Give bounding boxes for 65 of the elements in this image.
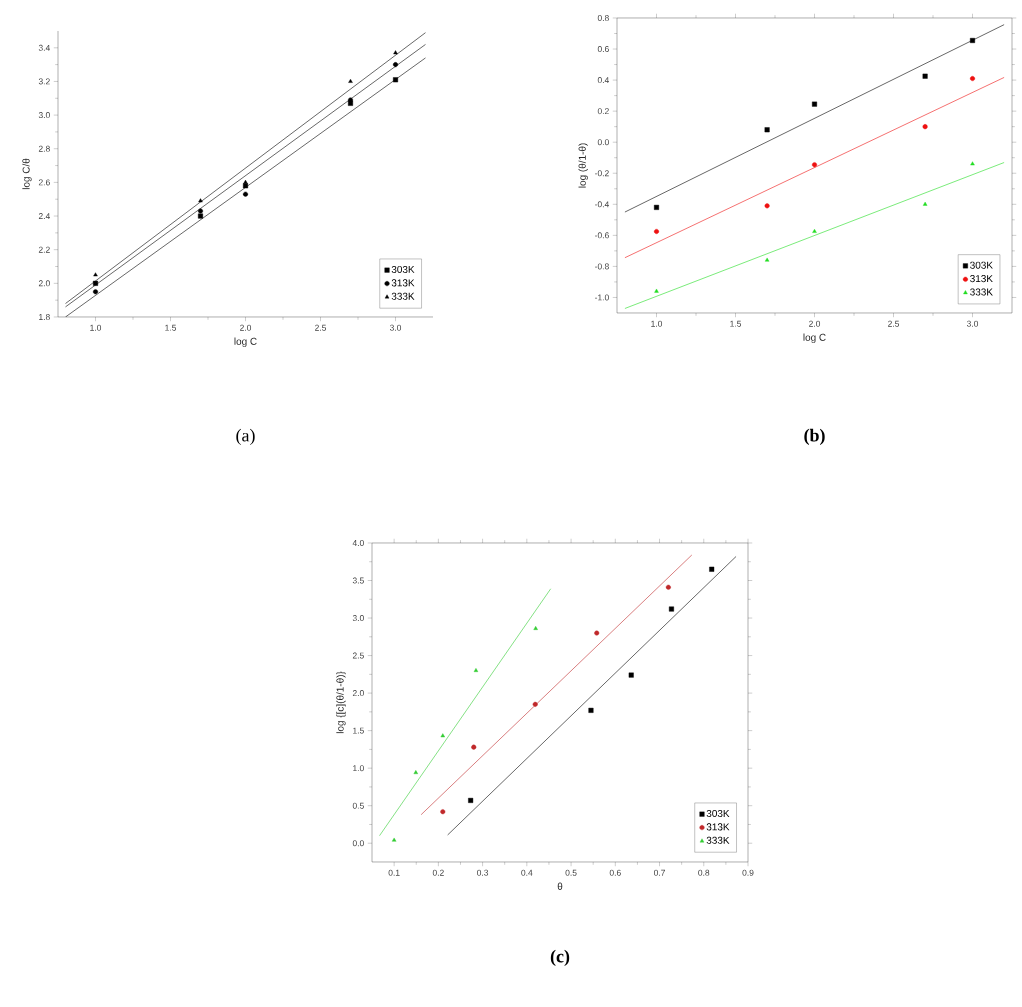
x-tick-label: 0.6 <box>609 869 621 876</box>
x-tick-label: 1.5 <box>165 324 177 331</box>
x-tick-label: 0.5 <box>565 869 577 876</box>
y-tick-label: 1.8 <box>39 313 50 320</box>
text: (a) <box>236 428 255 446</box>
y-tick-label: 0.5 <box>352 802 364 809</box>
y-tick-label: 2.6 <box>38 179 50 186</box>
y-tick-label: 3.0 <box>38 112 50 119</box>
y-tick-label: 0.0 <box>597 139 609 146</box>
y-tick-label: 4.0 <box>352 539 364 546</box>
y-tick-label: 3.5 <box>352 577 364 584</box>
y-tick-label: -0.4 <box>595 201 609 208</box>
y-tick-label: 2.8 <box>38 145 50 152</box>
y-tick-label: 1.0 <box>353 765 364 772</box>
x-tick-label: 3.0 <box>966 320 979 327</box>
y-tick-label: 2.0 <box>38 280 50 287</box>
x-tick-label: 3.0 <box>389 324 402 331</box>
legend-label: 303K <box>706 809 730 817</box>
x-tick-label: 1.0 <box>90 324 102 331</box>
y-tick-label: -1.0 <box>595 294 609 301</box>
x-axis-title: log C <box>803 333 826 343</box>
legend-label: 303K <box>970 261 993 269</box>
y-tick-label: 3.2 <box>38 78 50 85</box>
x-tick-label: 1.0 <box>651 320 663 327</box>
x-tick-label: 2.5 <box>888 320 900 327</box>
legend-label: 313K <box>391 279 415 287</box>
y-tick-label: 0.6 <box>597 46 609 53</box>
y-tick-label: 2.2 <box>38 246 50 253</box>
legend-label: 303K <box>391 265 415 273</box>
legend-label: 313K <box>970 275 993 283</box>
legend-label: 333K <box>706 836 730 844</box>
y-tick-label: 2.5 <box>352 652 364 659</box>
y-axis-title: log (θ/1-θ) <box>578 143 588 188</box>
y-tick-label: -0.8 <box>595 263 609 270</box>
y-tick-label: 2.4 <box>38 213 50 219</box>
x-tick-label: 0.8 <box>698 869 710 876</box>
x-tick-label: 0.1 <box>388 869 400 876</box>
x-tick-label: 2.5 <box>315 324 327 331</box>
y-tick-label: -0.6 <box>595 232 609 239</box>
y-tick-label: 0.8 <box>597 14 609 21</box>
x-axis-title: log C <box>234 337 257 347</box>
y-tick-label: 3.0 <box>352 615 364 622</box>
y-axis-title: log {[c](θ/1-θ)} <box>336 671 346 734</box>
x-tick-label: 0.3 <box>477 869 489 876</box>
legend-label: 333K <box>391 292 415 300</box>
text: (c) <box>550 949 570 967</box>
x-tick-label: 2.0 <box>809 320 821 327</box>
y-axis-title: log C/θ <box>22 158 32 190</box>
y-tick-label: 0.0 <box>352 840 364 847</box>
y-tick-label: -0.2 <box>595 170 609 177</box>
y-tick-label: 0.2 <box>597 108 609 115</box>
x-tick-label: 0.9 <box>742 869 754 876</box>
y-tick-label: 0.4 <box>597 77 609 84</box>
x-tick-label: 0.4 <box>521 869 533 876</box>
y-tick-label: 2.0 <box>352 690 364 697</box>
legend-label: 313K <box>706 823 730 831</box>
x-tick-label: 0.7 <box>653 869 665 876</box>
x-tick-label: 0.2 <box>432 869 444 876</box>
x-tick-label: 1.5 <box>730 320 742 327</box>
y-tick-label: 3.4 <box>38 44 50 51</box>
x-tick-label: 2.0 <box>240 324 252 331</box>
legend-label: 333K <box>970 288 993 296</box>
x-axis-title: θ <box>557 882 563 890</box>
y-tick-label: 1.5 <box>353 727 364 734</box>
text: (b) <box>804 428 825 446</box>
